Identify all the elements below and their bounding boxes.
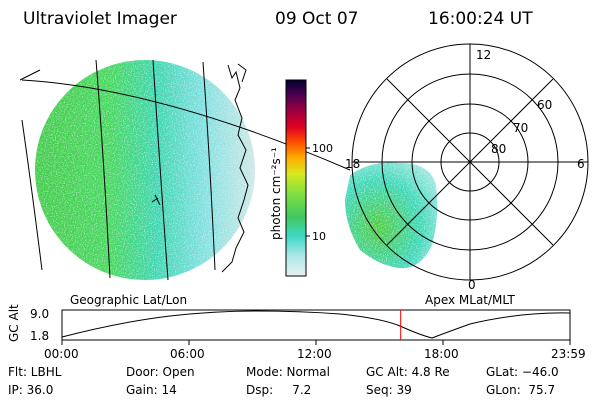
polar-label-left: 18 bbox=[345, 157, 360, 171]
status-flt: Flt: LBHL bbox=[8, 365, 62, 379]
geographic-image bbox=[19, 59, 351, 281]
x-tick-1800: 18:00 bbox=[424, 347, 459, 361]
x-tick-2359: 23:59 bbox=[551, 347, 586, 361]
status-gc-alt: GC Alt: 4.8 Re bbox=[366, 365, 450, 379]
status-glat: GLat: −46.0 bbox=[486, 365, 559, 379]
altitude-ymax: 9.0 bbox=[30, 307, 49, 321]
polar-lat-80: 80 bbox=[491, 142, 506, 156]
status-dsp: Dsp: 7.2 bbox=[246, 383, 311, 397]
polar-lat-60: 60 bbox=[537, 98, 552, 112]
x-tick-0600: 06:00 bbox=[170, 347, 205, 361]
status-panel: Flt: LBHL IP: 36.0 Door: Open Gain: 14 M… bbox=[8, 365, 559, 397]
polar-label-bottom: 0 bbox=[468, 278, 476, 292]
polar-plot: 12 18 6 0 60 70 80 bbox=[345, 43, 589, 292]
altitude-plot: GC Alt 9.0 1.8 00:00 06:00 12:00 18:00 2… bbox=[7, 304, 586, 361]
polar-label-top: 12 bbox=[476, 48, 491, 62]
status-glon: GLon: 75.7 bbox=[486, 383, 555, 397]
polar-lat-70: 70 bbox=[513, 121, 528, 135]
altitude-ymin: 1.8 bbox=[30, 329, 49, 343]
geographic-label: Geographic Lat/Lon bbox=[70, 293, 187, 307]
colorbar: 100 10 photon cm⁻²s⁻¹ bbox=[269, 79, 333, 277]
polar-label-right: 6 bbox=[577, 157, 585, 171]
colorbar-tick-10: 10 bbox=[312, 230, 326, 243]
polar-aurora bbox=[345, 162, 438, 269]
colorbar-tick-100: 100 bbox=[312, 142, 333, 155]
apex-label: Apex MLat/MLT bbox=[425, 293, 515, 307]
status-ip: IP: 36.0 bbox=[8, 383, 53, 397]
app-title: Ultraviolet Imager bbox=[23, 9, 177, 29]
x-tick-0000: 00:00 bbox=[44, 347, 79, 361]
status-seq: Seq: 39 bbox=[366, 383, 412, 397]
date-label: 09 Oct 07 bbox=[275, 9, 358, 29]
status-door: Door: Open bbox=[126, 365, 195, 379]
x-tick-1200: 12:00 bbox=[297, 347, 332, 361]
status-mode: Mode: Normal bbox=[246, 365, 330, 379]
altitude-ylabel: GC Alt bbox=[7, 304, 21, 342]
colorbar-unit-label: photon cm⁻²s⁻¹ bbox=[269, 147, 283, 240]
status-gain: Gain: 14 bbox=[126, 383, 177, 397]
time-label: 16:00:24 UT bbox=[428, 9, 533, 29]
